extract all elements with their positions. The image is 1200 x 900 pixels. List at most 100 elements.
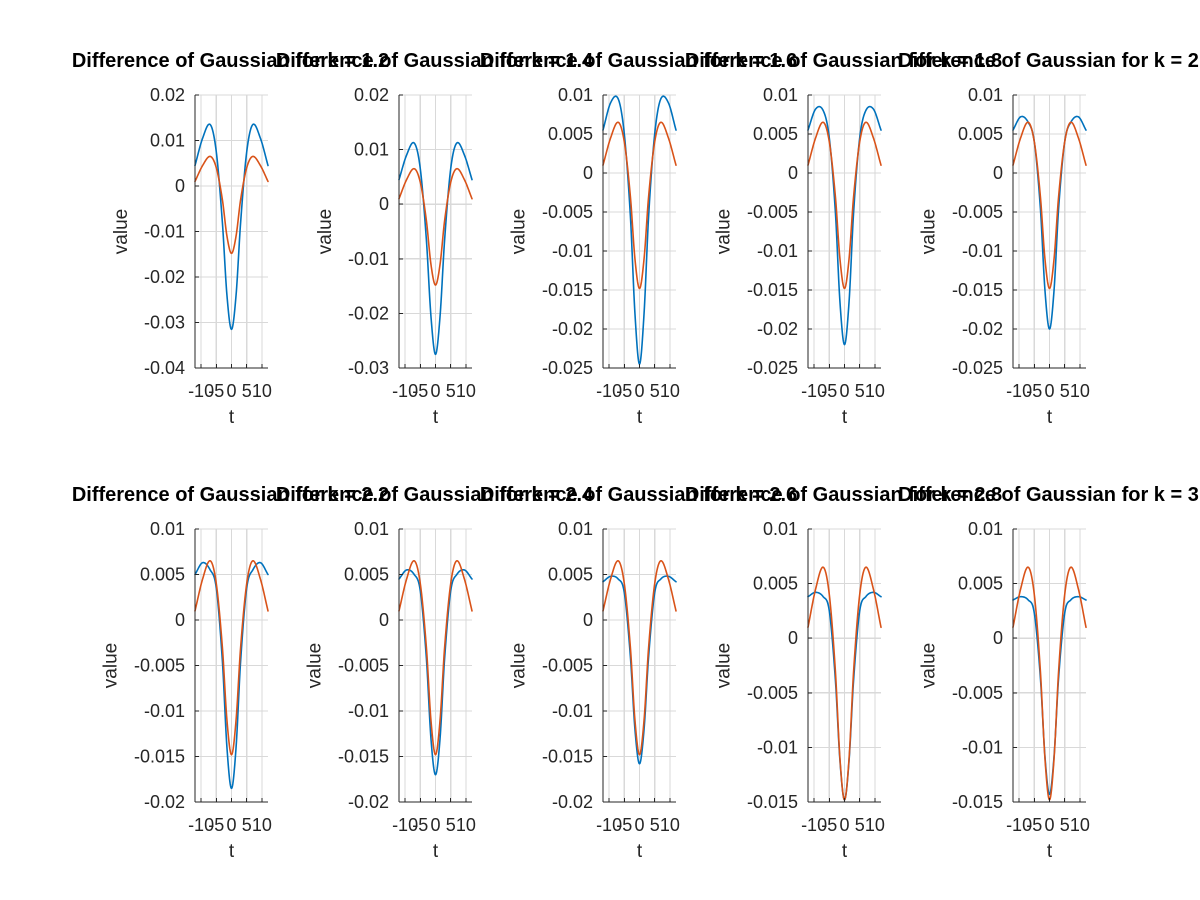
x-tick-label: -5 [412, 381, 428, 401]
y-tick-label: 0.01 [354, 140, 389, 160]
y-tick-label: 0.01 [968, 519, 1003, 539]
y-tick-label: -0.02 [552, 792, 593, 812]
x-tick-label: 5 [242, 381, 252, 401]
y-tick-label: -0.02 [144, 792, 185, 812]
y-tick-label: -0.02 [348, 792, 389, 812]
subplot-title: Difference of Gaussian for k = 1.2 [72, 50, 389, 72]
y-tick-label: -0.005 [542, 656, 593, 676]
y-axis-label: value [509, 643, 530, 688]
y-tick-label: -0.005 [338, 656, 389, 676]
y-axis-label: value [111, 209, 132, 254]
y-tick-label: -0.02 [144, 267, 185, 287]
x-tick-label: -5 [412, 815, 428, 835]
subplot-5: -0.025 -0.02 -0.015 -0.01 -0.005 0 0.005 0.01 -1… [898, 50, 1199, 428]
y-tick-label: -0.01 [144, 222, 185, 242]
reference-series-line [194, 155, 269, 255]
y-tick-label: 0.01 [763, 519, 798, 539]
reference-series-line [398, 167, 473, 286]
y-tick-label: -0.01 [962, 241, 1003, 261]
x-tick-label: 10 [1070, 381, 1090, 401]
x-tick-label: 10 [1070, 815, 1090, 835]
x-tick-label: 5 [1060, 381, 1070, 401]
y-axis-label: value [305, 643, 326, 688]
x-tick-label: 0 [839, 815, 849, 835]
y-tick-label: 0.005 [344, 565, 389, 585]
y-tick-label: 0 [788, 163, 798, 183]
reference-series-line [1012, 121, 1087, 290]
subplot-title: Difference of Gaussian for k = 2.4 [276, 484, 594, 506]
x-tick-label: 0 [634, 381, 644, 401]
y-axis-label: value [919, 643, 940, 688]
x-tick-label: 10 [456, 381, 476, 401]
x-tick-label: 0 [430, 815, 440, 835]
y-tick-label: -0.01 [552, 701, 593, 721]
x-tick-label: -10 [596, 815, 622, 835]
dog-series-line [194, 123, 269, 331]
y-tick-label: -0.015 [338, 747, 389, 767]
x-tick-label: -10 [188, 815, 214, 835]
y-tick-label: -0.03 [348, 358, 389, 378]
dog-series-line [194, 561, 269, 790]
x-tick-label: 5 [446, 381, 456, 401]
x-axis-label: t [1047, 841, 1053, 862]
x-tick-label: 0 [226, 381, 236, 401]
subplot-title: Difference of Gaussian for k = 1.4 [276, 50, 594, 72]
x-tick-label: 5 [650, 381, 660, 401]
y-tick-label: -0.02 [757, 319, 798, 339]
y-tick-label: -0.025 [952, 358, 1003, 378]
y-tick-label: -0.015 [747, 280, 798, 300]
y-tick-label: -0.025 [747, 358, 798, 378]
y-tick-label: -0.02 [962, 319, 1003, 339]
y-axis-label: value [714, 209, 735, 254]
x-tick-label: 10 [252, 815, 272, 835]
subplot-title: Difference of Gaussian for k = 2.8 [685, 484, 1002, 506]
x-tick-label: 5 [446, 815, 456, 835]
y-tick-label: 0.01 [150, 519, 185, 539]
y-tick-label: 0 [993, 163, 1003, 183]
reference-series-line [807, 121, 882, 290]
reference-series-line [194, 560, 269, 756]
y-tick-label: 0 [788, 628, 798, 648]
reference-series-line [602, 121, 677, 290]
x-tick-label: 5 [242, 815, 252, 835]
x-tick-label: 0 [1044, 815, 1054, 835]
x-tick-label: -10 [801, 815, 827, 835]
y-tick-label: -0.005 [952, 202, 1003, 222]
y-tick-label: -0.005 [747, 683, 798, 703]
y-tick-label: -0.005 [134, 656, 185, 676]
y-tick-label: -0.015 [134, 747, 185, 767]
y-tick-label: 0 [379, 194, 389, 214]
x-tick-label: -10 [188, 381, 214, 401]
y-tick-label: 0.005 [958, 574, 1003, 594]
y-tick-label: 0.01 [558, 85, 593, 105]
x-tick-label: -5 [821, 815, 837, 835]
x-tick-label: 0 [1044, 381, 1054, 401]
y-tick-label: 0 [583, 610, 593, 630]
reference-series-line [602, 560, 677, 756]
dog-series-line [398, 568, 473, 776]
subplot-title: Difference of Gaussian for k = 2.2 [72, 484, 389, 506]
x-tick-label: -5 [821, 381, 837, 401]
dog-series-line [602, 575, 677, 765]
y-tick-label: -0.01 [144, 701, 185, 721]
dog-series-line [398, 141, 473, 356]
y-tick-label: -0.01 [962, 737, 1003, 757]
y-tick-label: 0.005 [958, 124, 1003, 144]
x-tick-label: 5 [855, 815, 865, 835]
x-tick-label: 10 [865, 815, 885, 835]
x-tick-label: -5 [1026, 815, 1042, 835]
x-axis-label: t [1047, 407, 1053, 428]
x-axis-label: t [229, 841, 235, 862]
y-tick-label: 0 [379, 610, 389, 630]
y-tick-label: -0.015 [952, 280, 1003, 300]
x-tick-label: -10 [1006, 815, 1032, 835]
subplot-4: -0.025-0.02-0.015-0.01-0.00500.0050.01-1… [685, 50, 1002, 428]
reference-series-line [398, 560, 473, 756]
y-tick-label: 0 [175, 176, 185, 196]
